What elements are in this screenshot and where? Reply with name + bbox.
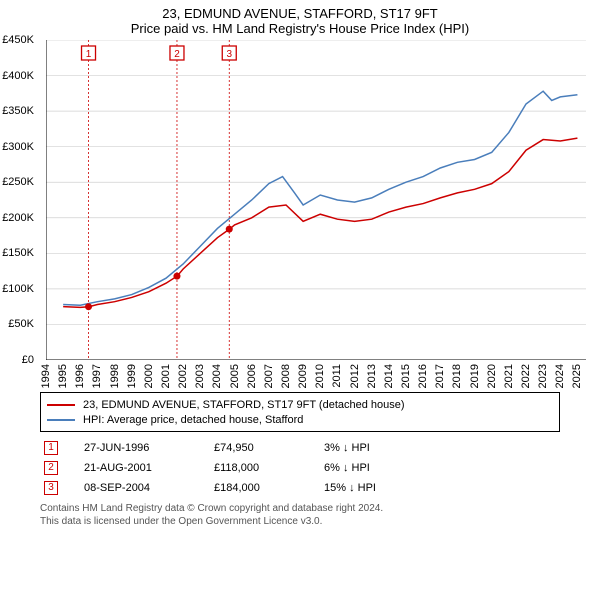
legend-swatch xyxy=(47,404,75,406)
x-tick-label: 1995 xyxy=(57,364,69,388)
x-tick-label: 2012 xyxy=(349,364,361,388)
x-tick-label: 2007 xyxy=(263,364,275,388)
x-tick-label: 2010 xyxy=(314,364,326,388)
sale-price: £118,000 xyxy=(210,458,320,478)
x-tick-label: 2016 xyxy=(417,364,429,388)
svg-text:3: 3 xyxy=(226,49,232,60)
plot-area: 1 2 3 xyxy=(46,40,586,360)
sale-hpi-delta: 6% ↓ HPI xyxy=(320,458,560,478)
x-tick-label: 1994 xyxy=(40,364,52,388)
x-tick-label: 2023 xyxy=(537,364,549,388)
x-tick-label: 2020 xyxy=(486,364,498,388)
svg-text:2: 2 xyxy=(174,49,180,60)
sale-price: £74,950 xyxy=(210,438,320,458)
y-axis: £0£50K£100K£150K£200K£250K£300K£350K£400… xyxy=(0,40,36,360)
svg-text:1: 1 xyxy=(86,49,92,60)
y-tick-label: £300K xyxy=(2,141,34,153)
x-tick-label: 2011 xyxy=(331,364,343,388)
sale-hpi-delta: 3% ↓ HPI xyxy=(320,438,560,458)
sale-date: 08-SEP-2004 xyxy=(80,478,210,498)
sales-row: 1 27-JUN-1996£74,9503% ↓ HPI xyxy=(40,438,560,458)
y-tick-label: £100K xyxy=(2,283,34,295)
footer-line2: This data is licensed under the Open Gov… xyxy=(40,515,560,528)
sales-row: 3 08-SEP-2004£184,00015% ↓ HPI xyxy=(40,478,560,498)
x-axis: 1994199519961997199819992000200120022003… xyxy=(46,360,586,390)
x-tick-label: 2015 xyxy=(400,364,412,388)
y-tick-label: £400K xyxy=(2,70,34,82)
sale-marker-badge: 2 xyxy=(44,461,58,475)
sale-marker-badge: 3 xyxy=(44,481,58,495)
legend-label: 23, EDMUND AVENUE, STAFFORD, ST17 9FT (d… xyxy=(83,399,405,411)
y-tick-label: £150K xyxy=(2,247,34,259)
chart-subtitle: Price paid vs. HM Land Registry's House … xyxy=(0,21,600,40)
sales-row: 2 21-AUG-2001£118,0006% ↓ HPI xyxy=(40,458,560,478)
sale-date: 27-JUN-1996 xyxy=(80,438,210,458)
x-tick-label: 2013 xyxy=(366,364,378,388)
x-tick-label: 1997 xyxy=(91,364,103,388)
sales-table: 1 27-JUN-1996£74,9503% ↓ HPI 2 21-AUG-2001£… xyxy=(40,438,560,498)
sale-hpi-delta: 15% ↓ HPI xyxy=(320,478,560,498)
x-tick-label: 2014 xyxy=(383,364,395,388)
sale-date: 21-AUG-2001 xyxy=(80,458,210,478)
y-tick-label: £200K xyxy=(2,212,34,224)
x-tick-label: 2001 xyxy=(160,364,172,388)
x-tick-label: 2002 xyxy=(177,364,189,388)
x-tick-label: 1996 xyxy=(74,364,86,388)
y-tick-label: £250K xyxy=(2,176,34,188)
x-tick-label: 2025 xyxy=(571,364,583,388)
footer: Contains HM Land Registry data © Crown c… xyxy=(40,502,560,528)
x-tick-label: 2003 xyxy=(194,364,206,388)
x-tick-label: 2018 xyxy=(451,364,463,388)
x-tick-label: 2009 xyxy=(297,364,309,388)
x-tick-label: 2024 xyxy=(554,364,566,388)
chart: £0£50K£100K£150K£200K£250K£300K£350K£400… xyxy=(36,40,596,390)
sale-marker-badge: 1 xyxy=(44,441,58,455)
x-tick-label: 2021 xyxy=(503,364,515,388)
x-tick-label: 2019 xyxy=(469,364,481,388)
x-tick-label: 2017 xyxy=(434,364,446,388)
legend-swatch xyxy=(47,419,75,421)
y-tick-label: £0 xyxy=(22,354,34,366)
y-tick-label: £450K xyxy=(2,34,34,46)
x-tick-label: 1999 xyxy=(126,364,138,388)
chart-title: 23, EDMUND AVENUE, STAFFORD, ST17 9FT xyxy=(0,0,600,21)
y-tick-label: £350K xyxy=(2,105,34,117)
y-tick-label: £50K xyxy=(8,318,34,330)
x-tick-label: 2022 xyxy=(520,364,532,388)
legend-label: HPI: Average price, detached house, Staf… xyxy=(83,414,303,426)
legend: 23, EDMUND AVENUE, STAFFORD, ST17 9FT (d… xyxy=(40,392,560,432)
x-tick-label: 2006 xyxy=(246,364,258,388)
footer-line1: Contains HM Land Registry data © Crown c… xyxy=(40,502,560,515)
x-tick-label: 2004 xyxy=(211,364,223,388)
x-tick-label: 2000 xyxy=(143,364,155,388)
sale-price: £184,000 xyxy=(210,478,320,498)
legend-row: 23, EDMUND AVENUE, STAFFORD, ST17 9FT (d… xyxy=(47,397,553,412)
x-tick-label: 2005 xyxy=(229,364,241,388)
legend-row: HPI: Average price, detached house, Staf… xyxy=(47,412,553,427)
x-tick-label: 1998 xyxy=(109,364,121,388)
x-tick-label: 2008 xyxy=(280,364,292,388)
